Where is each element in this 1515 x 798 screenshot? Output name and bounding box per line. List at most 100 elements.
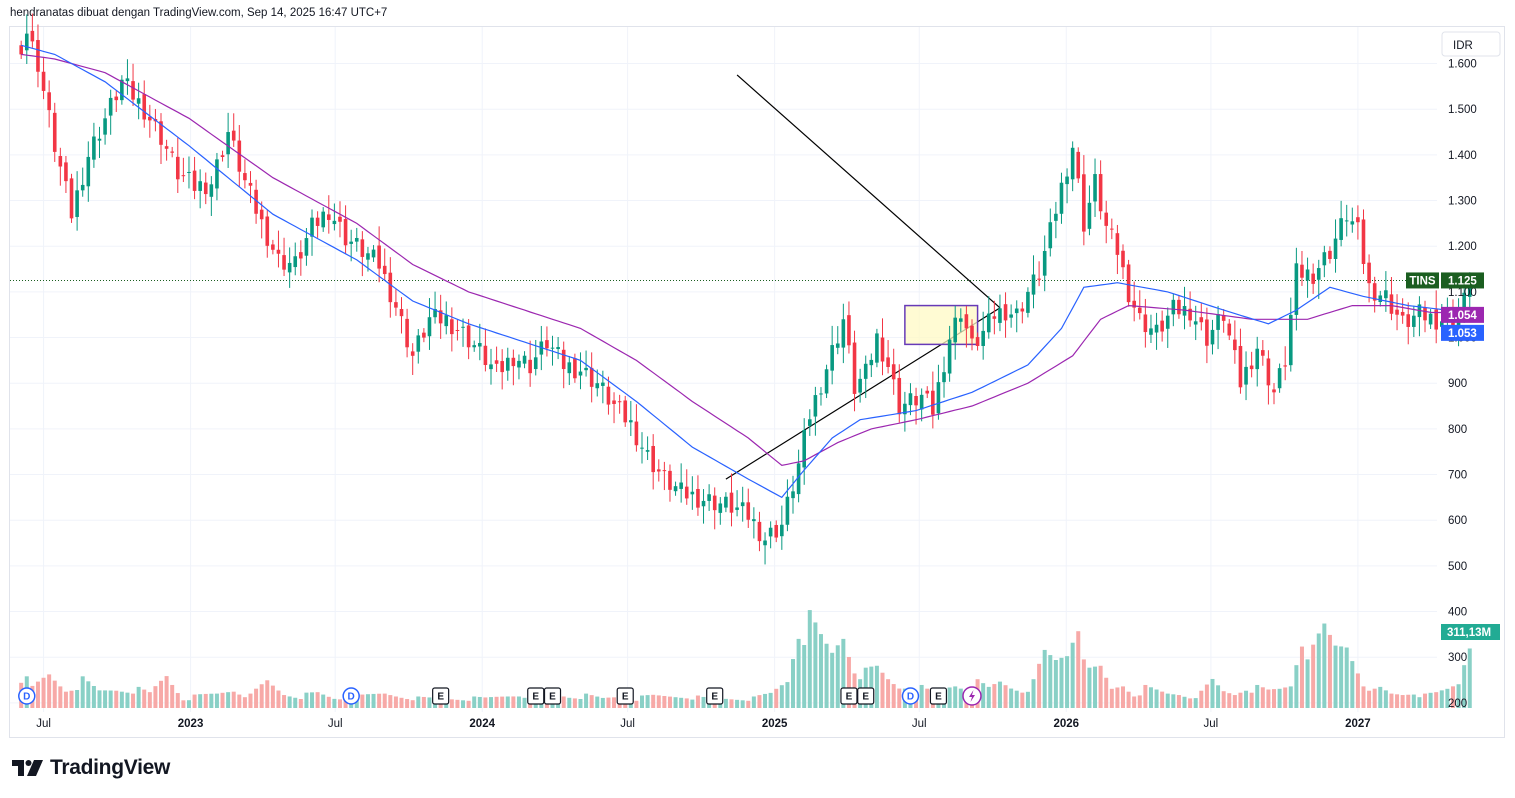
candle-body[interactable] (601, 382, 605, 386)
candle-body[interactable] (545, 340, 549, 349)
candle-body[interactable] (64, 162, 68, 182)
candle-body[interactable] (24, 33, 29, 51)
candle-body[interactable] (231, 130, 236, 141)
candle-body[interactable] (953, 317, 958, 343)
candle-body[interactable] (170, 151, 174, 153)
candle-body[interactable] (891, 364, 896, 380)
candle-body[interactable] (1216, 314, 1220, 330)
candle-body[interactable] (584, 367, 588, 371)
candle-body[interactable] (701, 500, 706, 507)
candle-body[interactable] (589, 367, 594, 387)
candle-body[interactable] (243, 173, 247, 181)
candle-body[interactable] (41, 71, 46, 91)
candle-body[interactable] (1205, 319, 1209, 346)
candle-body[interactable] (192, 170, 197, 191)
candle-body[interactable] (1328, 250, 1332, 259)
candle-body[interactable] (416, 335, 421, 352)
candle-body[interactable] (925, 390, 930, 394)
candle-body[interactable] (847, 315, 851, 346)
candle-body[interactable] (259, 209, 264, 220)
candle-body[interactable] (1003, 304, 1008, 321)
candle-body[interactable] (813, 395, 818, 417)
candle-body[interactable] (75, 190, 79, 217)
candle-body[interactable] (461, 326, 465, 328)
candle-body[interactable] (656, 469, 661, 472)
candle-body[interactable] (903, 403, 907, 415)
candle-body[interactable] (1350, 221, 1355, 225)
candle-body[interactable] (684, 486, 689, 499)
candle-body[interactable] (858, 378, 862, 393)
candle-body[interactable] (802, 430, 806, 468)
candle-body[interactable] (830, 345, 834, 371)
candle-body[interactable] (120, 79, 124, 101)
candle-body[interactable] (1193, 321, 1198, 325)
candle-body[interactable] (399, 308, 404, 317)
candle-body[interactable] (1048, 222, 1053, 249)
candle-body[interactable] (505, 357, 510, 371)
candle-body[interactable] (382, 265, 387, 275)
candle-body[interactable] (533, 357, 538, 370)
candle-body[interactable] (1054, 213, 1058, 221)
candle-body[interactable] (1171, 299, 1176, 315)
candle-body[interactable] (1188, 308, 1192, 321)
candle-body[interactable] (1199, 317, 1204, 323)
candle-body[interactable] (517, 360, 521, 368)
candle-body[interactable] (835, 343, 840, 348)
candle-body[interactable] (528, 359, 532, 374)
candle-body[interactable] (1098, 174, 1103, 212)
candle-body[interactable] (1339, 218, 1343, 240)
candle-body[interactable] (1126, 264, 1131, 303)
candle-body[interactable] (1014, 308, 1019, 314)
candle-body[interactable] (796, 463, 801, 495)
candle-body[interactable] (226, 132, 230, 155)
currency-box[interactable] (1441, 31, 1501, 57)
candle-body[interactable] (981, 330, 985, 346)
candle-body[interactable] (299, 252, 303, 259)
candle-body[interactable] (662, 470, 667, 472)
candle-body[interactable] (248, 182, 253, 186)
candle-body[interactable] (1311, 273, 1315, 284)
candle-body[interactable] (1378, 295, 1383, 302)
candle-body[interactable] (1439, 321, 1444, 327)
candle-body[interactable] (187, 171, 191, 173)
candle-body[interactable] (148, 116, 152, 121)
candle-body[interactable] (58, 156, 63, 167)
candle-body[interactable] (181, 175, 186, 177)
candle-body[interactable] (1428, 313, 1433, 325)
price-axis[interactable]: IDR 1.6001.5001.4001.3001.2001.1001.0009… (1441, 31, 1501, 710)
candle-body[interactable] (1412, 315, 1416, 327)
candle-body[interactable] (1026, 291, 1030, 313)
candle-body[interactable] (869, 359, 874, 366)
candle-body[interactable] (886, 357, 890, 367)
candle-body[interactable] (287, 262, 292, 273)
candle-body[interactable] (276, 249, 281, 254)
candle-body[interactable] (360, 239, 365, 257)
candle-body[interactable] (931, 390, 935, 415)
candle-body[interactable] (1389, 294, 1394, 314)
candle-body[interactable] (1009, 314, 1013, 318)
triangle-trendline[interactable] (736, 74, 1001, 309)
candle-body[interactable] (80, 184, 85, 191)
candle-body[interactable] (30, 30, 35, 42)
candle-body[interactable] (1266, 358, 1271, 386)
candle-body[interactable] (47, 92, 51, 111)
candle-body[interactable] (1104, 212, 1109, 226)
dividend-marker[interactable] (342, 687, 360, 705)
candle-body[interactable] (142, 94, 147, 120)
candle-body[interactable] (1361, 219, 1366, 265)
candle-body[interactable] (237, 140, 242, 172)
candle-body[interactable] (103, 118, 107, 135)
candle-body[interactable] (1372, 283, 1377, 301)
candle-body[interactable] (338, 216, 342, 222)
candle-body[interactable] (1115, 233, 1120, 255)
candle-body[interactable] (1059, 182, 1064, 214)
candle-body[interactable] (1031, 274, 1036, 295)
candle-body[interactable] (271, 244, 275, 250)
dividend-marker[interactable] (901, 687, 920, 705)
candle-body[interactable] (550, 347, 555, 349)
candle-body[interactable] (1037, 278, 1041, 280)
earnings-marker[interactable] (857, 687, 875, 705)
candle-body[interactable] (388, 272, 393, 303)
candle-body[interactable] (696, 488, 700, 508)
candle-body[interactable] (908, 393, 913, 406)
